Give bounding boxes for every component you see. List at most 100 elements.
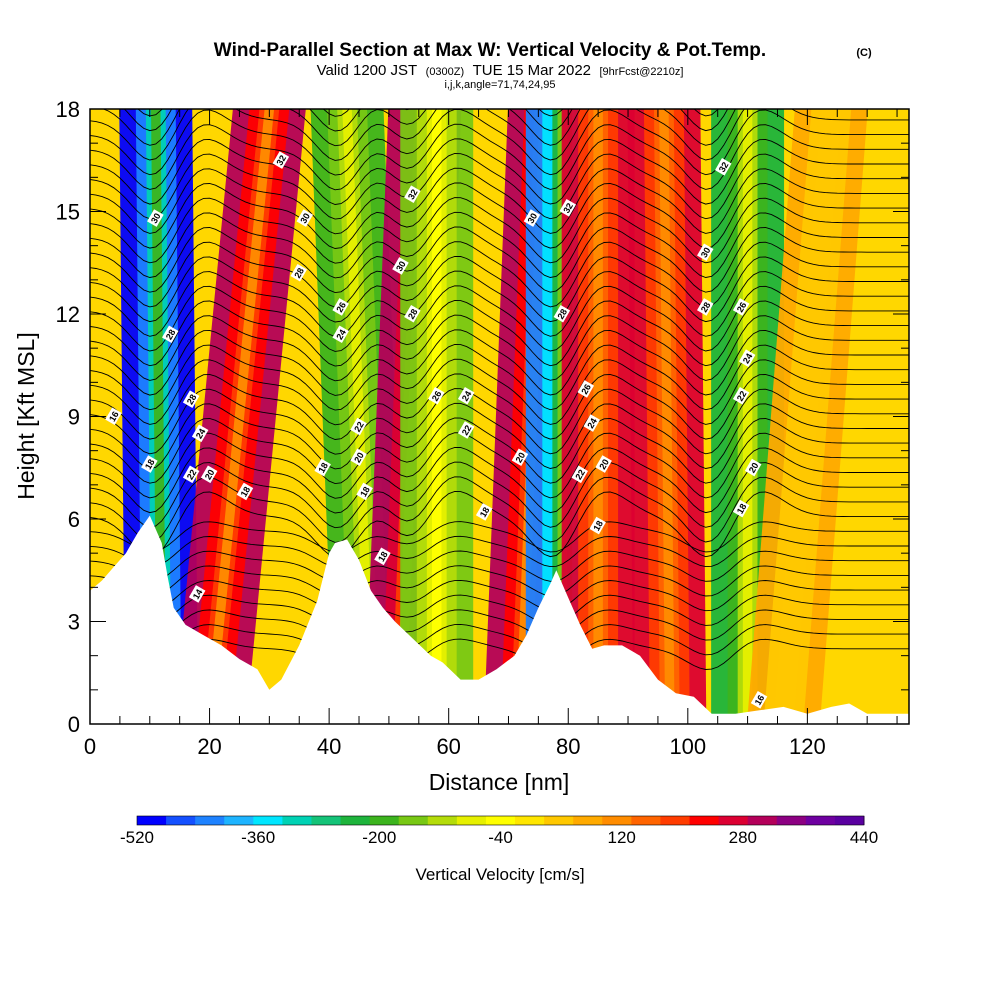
label-bg: [404, 185, 421, 203]
theta-contour-label: 20: [595, 455, 612, 473]
label-bg: [571, 465, 589, 484]
colorbar-swatch: [224, 816, 254, 825]
theta-contour: [90, 153, 909, 220]
label-bg: [290, 263, 308, 282]
theta-label-text: 14: [191, 587, 205, 601]
colorbar-label: 280: [729, 828, 757, 847]
colorbar-swatch: [369, 816, 400, 825]
colorbar-swatch: [689, 816, 720, 825]
theta-label-text: 18: [735, 502, 749, 516]
theta-contour-label: 20: [350, 448, 367, 467]
colorbar-label: 440: [850, 828, 878, 847]
theta-contour: [90, 609, 909, 641]
theta-contour-label: 32: [404, 185, 421, 203]
theta-contour: [90, 461, 909, 529]
theta-contour-label: 20: [744, 458, 762, 477]
label-bg: [162, 325, 179, 344]
theta-label-text: 28: [292, 266, 306, 280]
theta-contour: [90, 476, 909, 543]
colorbar-swatch: [398, 816, 429, 825]
y-axis-label: Height [Kft MSL]: [13, 332, 39, 499]
label-bg: [182, 465, 200, 484]
theta-contour: [90, 521, 909, 553]
label-bg: [188, 585, 206, 603]
theta-contour-label: 32: [559, 199, 577, 217]
colorbar-label: -40: [488, 828, 513, 847]
theta-contour: [90, 226, 909, 294]
y-tick-label: 0: [68, 712, 80, 737]
colorbar-title: Vertical Velocity [cm/s]: [415, 865, 584, 884]
title-copyright-mark: (C): [856, 47, 872, 59]
theta-contour: [90, 314, 909, 382]
label-bg: [697, 298, 714, 316]
theta-contour: [90, 300, 909, 367]
theta-label-text: 26: [579, 382, 593, 396]
theta-contour-label: 18: [589, 516, 606, 535]
theta-label-text: 20: [597, 457, 611, 471]
theta-contour-label: 22: [571, 465, 589, 484]
colorbar-swatch: [631, 816, 661, 825]
label-bg: [559, 199, 577, 217]
theta-contour-label: 16: [105, 407, 122, 426]
colorbar-swatch: [776, 816, 807, 825]
colorbar-swatch: [311, 816, 342, 825]
theta-contour-label: 18: [356, 482, 373, 501]
label-bg: [750, 691, 768, 709]
theta-label-text: 30: [149, 211, 163, 225]
theta-contour: [90, 270, 909, 338]
theta-contour-label: 24: [457, 386, 475, 405]
theta-label-text: 26: [430, 389, 444, 403]
theta-contour: [90, 535, 909, 568]
label-bg: [182, 390, 200, 408]
theta-contour-label: 18: [141, 455, 158, 473]
velocity-band: [342, 109, 376, 724]
theta-label-text: 28: [406, 307, 420, 321]
theta-label-text: 30: [526, 211, 540, 225]
theta-contour: [90, 565, 909, 597]
theta-contour: [90, 182, 909, 249]
colorbar-swatch: [137, 816, 167, 825]
theta-contour-label: 28: [404, 304, 421, 323]
label-bg: [589, 516, 606, 535]
x-tick-label: 20: [197, 734, 221, 759]
chart-title: Wind-Parallel Section at Max W: Vertical…: [214, 40, 766, 61]
y-tick-label: 3: [68, 610, 80, 635]
theta-label-text: 28: [555, 307, 569, 321]
theta-label-text: 22: [573, 468, 587, 482]
label-bg: [141, 455, 158, 473]
chart-subtitle-indices: i,j,k,angle=71,74,24,95: [444, 79, 555, 91]
theta-label-text: 24: [460, 389, 474, 403]
theta-label-text: 18: [478, 505, 492, 519]
theta-contour-label: 26: [332, 298, 349, 316]
colorbar-swatch: [456, 816, 487, 825]
theta-contour-label: 24: [738, 349, 756, 367]
theta-contour: [90, 211, 909, 279]
theta-contour-label: 28: [182, 390, 200, 408]
label-bg: [272, 151, 290, 169]
theta-contour-label: 22: [182, 465, 200, 484]
theta-label-text: 18: [376, 550, 390, 564]
theta-contour: [90, 285, 909, 352]
colorbar-swatch: [718, 816, 749, 825]
label-bg: [595, 455, 612, 473]
theta-label-text: 30: [394, 259, 408, 273]
theta-contour: [90, 579, 909, 612]
theta-contour-label: 20: [200, 465, 218, 484]
label-bg: [332, 298, 349, 316]
theta-label-text: 32: [717, 160, 731, 174]
theta-contour-label: 22: [732, 386, 750, 405]
theta-label-text: 28: [699, 300, 713, 314]
theta-contour-label: 26: [577, 380, 595, 398]
label-bg: [356, 482, 373, 501]
colorbar-swatch: [485, 816, 516, 825]
y-tick-label: 9: [68, 405, 80, 430]
label-bg: [523, 209, 541, 227]
label-bg: [374, 547, 391, 566]
label-bg: [332, 325, 349, 344]
theta-contour-label: 30: [296, 209, 314, 227]
theta-contour: [90, 623, 909, 656]
colorbar-swatch: [660, 816, 691, 825]
theta-contour-label: 28: [697, 298, 714, 316]
theta-label-text: 18: [358, 485, 372, 499]
theta-label-text: 22: [352, 420, 366, 434]
